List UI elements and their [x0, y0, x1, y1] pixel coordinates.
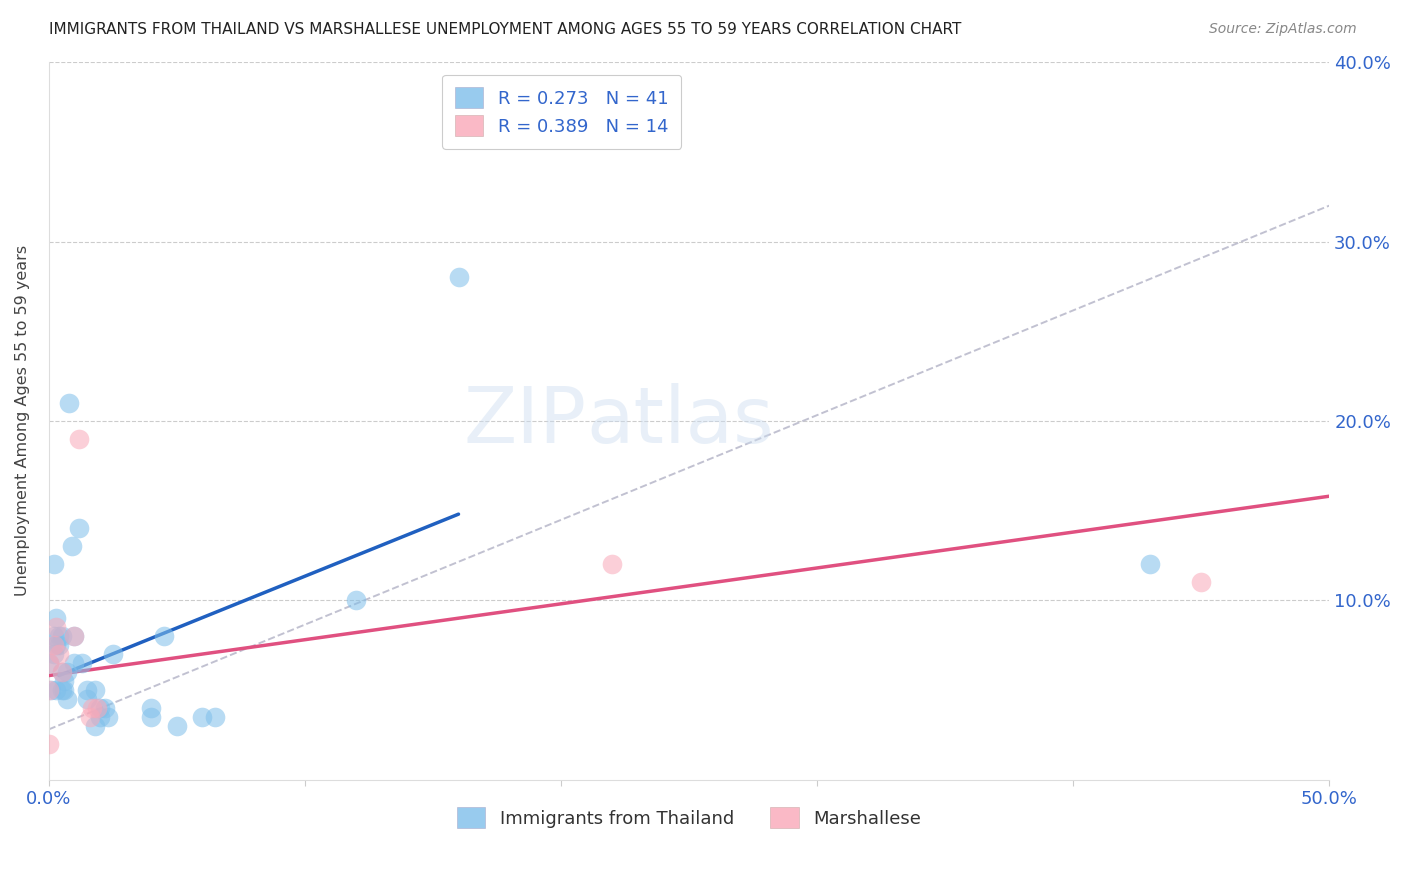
Y-axis label: Unemployment Among Ages 55 to 59 years: Unemployment Among Ages 55 to 59 years: [15, 245, 30, 597]
Point: [1139, 558, 1161, 572]
Text: ZIP: ZIP: [464, 383, 586, 458]
Point: [58, 396, 80, 410]
Point: [166, 719, 188, 733]
Point: [63, 629, 86, 643]
Point: [76, 682, 98, 697]
Point: [101, 647, 124, 661]
Point: [51, 682, 73, 697]
Legend: Immigrants from Thailand, Marshallese: Immigrants from Thailand, Marshallese: [450, 800, 929, 835]
Point: [38, 656, 60, 670]
Point: [63, 656, 86, 670]
Point: [76, 692, 98, 706]
Point: [55, 692, 77, 706]
Point: [141, 701, 163, 715]
Point: [141, 710, 163, 724]
Point: [94, 701, 117, 715]
Point: [38, 656, 60, 670]
Point: [600, 558, 623, 572]
Point: [42, 638, 65, 652]
Text: atlas: atlas: [586, 383, 775, 458]
Point: [1189, 575, 1212, 590]
Text: IMMIGRANTS FROM THAILAND VS MARSHALLESE UNEMPLOYMENT AMONG AGES 55 TO 59 YEARS C: IMMIGRANTS FROM THAILAND VS MARSHALLESE …: [49, 22, 962, 37]
Point: [89, 710, 111, 724]
Point: [82, 701, 104, 715]
Point: [51, 665, 73, 679]
Point: [97, 710, 120, 724]
Point: [53, 673, 76, 688]
Point: [89, 701, 111, 715]
Point: [69, 432, 91, 446]
Point: [38, 682, 60, 697]
Point: [45, 638, 67, 652]
Point: [53, 682, 76, 697]
Point: [79, 710, 101, 724]
Point: [48, 629, 70, 643]
Point: [153, 629, 176, 643]
Point: [69, 521, 91, 535]
Point: [51, 629, 73, 643]
Point: [45, 611, 67, 625]
Point: [70, 656, 93, 670]
Text: Source: ZipAtlas.com: Source: ZipAtlas.com: [1209, 22, 1357, 37]
Point: [45, 682, 67, 697]
Point: [42, 558, 65, 572]
Point: [55, 665, 77, 679]
Point: [42, 629, 65, 643]
Point: [45, 620, 67, 634]
Point: [48, 638, 70, 652]
Point: [86, 701, 108, 715]
Point: [83, 682, 105, 697]
Point: [191, 710, 214, 724]
Point: [51, 665, 73, 679]
Point: [204, 710, 226, 724]
Point: [447, 270, 470, 285]
Point: [38, 737, 60, 751]
Point: [63, 629, 86, 643]
Point: [39, 682, 62, 697]
Point: [48, 647, 70, 661]
Point: [83, 719, 105, 733]
Point: [60, 540, 83, 554]
Point: [42, 647, 65, 661]
Point: [344, 593, 367, 607]
